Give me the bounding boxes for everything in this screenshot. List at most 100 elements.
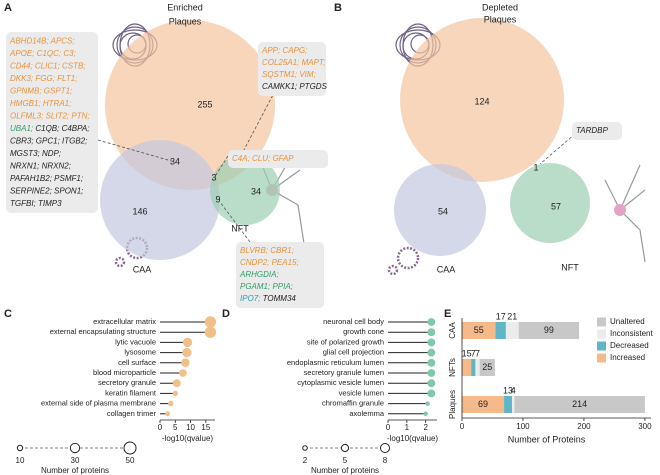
- gene-line: MGST3; NDP;: [10, 149, 61, 158]
- x-tick-label: 300: [638, 422, 652, 431]
- category-label: external encapsulating structure: [50, 327, 156, 336]
- gene-line: BLVRB; CBR1;: [240, 246, 294, 255]
- region-count: 34: [251, 186, 261, 196]
- bar-segment: [495, 322, 506, 339]
- gene-line: PGAM1; PPIA;: [240, 282, 293, 291]
- gene-line: APP; CAPG;: [261, 46, 307, 55]
- gene-name: DKK3; FGG; FLT1;: [10, 74, 77, 83]
- bar-segment: [462, 359, 472, 376]
- dot: [182, 347, 192, 358]
- legend-swatch: [597, 341, 606, 351]
- value-label: 21: [507, 311, 517, 321]
- x-tick-label: 0: [158, 423, 163, 432]
- panel-label: D: [222, 308, 230, 320]
- legend-dot: [302, 445, 308, 451]
- dot: [427, 338, 436, 347]
- bar-segment: [504, 396, 512, 413]
- category-label: keratin filament: [105, 388, 157, 397]
- dot: [427, 348, 436, 357]
- dot: [427, 358, 436, 367]
- annotation-box: [236, 242, 324, 308]
- gene-line: TARDBP: [576, 126, 609, 135]
- gene-line: GPNMB; GSPT1;: [10, 86, 72, 95]
- category-label: extracellular matrix: [93, 317, 156, 326]
- set-label: NFT: [561, 262, 579, 272]
- gene-line: DKK3; FGG; FLT1;: [10, 74, 77, 83]
- venn-title: Depleted: [482, 2, 518, 12]
- category-label: glial cell projection: [323, 348, 384, 357]
- gene-name: HMGB1; HTRA1;: [10, 99, 71, 108]
- gene-line: ABHD14B; APCS;: [9, 36, 75, 45]
- panel-label: A: [4, 2, 12, 14]
- gene-name: GPNMB; GSPT1;: [10, 86, 72, 95]
- leader-line: [213, 155, 229, 179]
- legend-dot: [379, 442, 391, 454]
- gene-name: CAMKK1; PTGDS: [262, 82, 328, 91]
- category-label: Plaques: [448, 390, 457, 419]
- value-label: 99: [544, 325, 554, 335]
- value-label: 55: [474, 325, 484, 335]
- gene-line: CBR3; GPC1; ITGB2;: [10, 136, 87, 145]
- legend-label: Decreased: [610, 341, 649, 350]
- leader-line: [219, 201, 251, 243]
- bar-segment: [505, 322, 519, 339]
- bar-segment: [518, 322, 580, 339]
- legend-dot: [123, 441, 137, 455]
- legend-size-label: 8: [383, 456, 388, 465]
- category-label: vesicle lumen: [339, 388, 384, 397]
- set-circle: [100, 140, 220, 260]
- gene-name: PGAM1; PPIA;: [240, 282, 293, 291]
- category-label: NFTs: [448, 358, 457, 377]
- panel-label: C: [4, 308, 12, 320]
- gene-name: PAFAH1B2; PSMF1;: [10, 174, 83, 183]
- dot: [179, 369, 187, 377]
- category-label: secretory granule lumen: [304, 368, 384, 377]
- legend-swatch: [597, 353, 606, 363]
- dot: [427, 389, 436, 398]
- dot: [172, 390, 178, 397]
- gene-name: SQSTM1; VIM;: [262, 70, 316, 79]
- category-label: cytoplasmic vesicle lumen: [297, 378, 384, 387]
- region-count: 57: [551, 201, 561, 211]
- dot: [423, 411, 428, 417]
- x-tick-label: 10: [186, 423, 195, 432]
- bar-segment: [511, 396, 515, 413]
- region-count: 255: [197, 99, 212, 109]
- value-label: 4: [511, 385, 516, 395]
- region-count: 1: [533, 162, 538, 172]
- gene-name: MGST3; NDP;: [10, 149, 61, 158]
- region-count: 54: [438, 206, 448, 216]
- legend-size-label: 5: [343, 456, 348, 465]
- dot: [204, 316, 217, 328]
- dot: [427, 318, 436, 326]
- x-tick-label: 0: [386, 423, 391, 432]
- x-tick-label: 0: [460, 422, 465, 431]
- set-label: Plaques: [169, 16, 202, 26]
- set-circle: [394, 164, 486, 256]
- gene-name: CNDP2; PEA15;: [240, 258, 299, 267]
- x-tick-label: 5: [173, 423, 178, 432]
- gene-line: SQSTM1; VIM;: [262, 70, 316, 79]
- leader-line: [235, 90, 276, 166]
- gene-name: CD44; CLIC1; CSTB;: [10, 61, 86, 70]
- gene-line: TGFBI; TIMP3: [10, 199, 62, 208]
- panel-label: B: [334, 2, 342, 14]
- legend-size-label: 2: [303, 456, 308, 465]
- dot: [172, 379, 181, 388]
- gene-name: APP; CAPG;: [261, 46, 307, 55]
- gene-name: TGFBI; TIMP3: [10, 199, 62, 208]
- x-axis-title: -log10(qvalue): [387, 434, 438, 443]
- value-label: 7: [475, 348, 480, 358]
- gene-name: COL25A1; MAPT;: [262, 58, 325, 67]
- venn-title: Enriched: [167, 2, 203, 12]
- gene-name: APOE; C1QC; C3;: [9, 49, 76, 58]
- category-label: lysosome: [124, 348, 156, 357]
- category-label: collagen trimer: [107, 409, 157, 418]
- region-count: 34: [170, 156, 180, 166]
- legend-label: Inconsistent: [610, 329, 653, 338]
- gene-name: NRXN1; NRXN2;: [10, 161, 71, 170]
- gene-name: UBA1;: [10, 124, 33, 133]
- set-circle: [400, 18, 564, 182]
- x-tick-label: 15: [201, 423, 210, 432]
- set-label: CAA: [437, 264, 456, 274]
